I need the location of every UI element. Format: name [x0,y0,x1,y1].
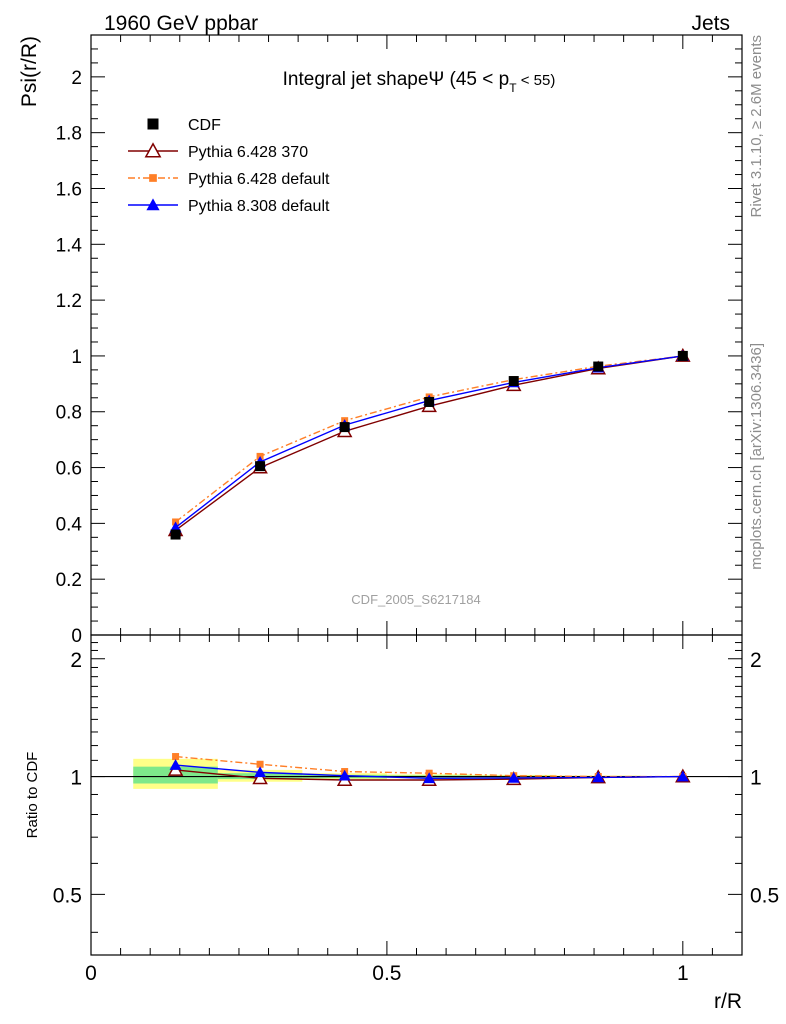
legend-marker [147,118,159,130]
main-series-pythia-8-308-default [169,349,689,533]
main-y-axis-label: Psi(r/R) [18,36,41,107]
main-y-tick-label: 1.2 [56,291,82,312]
mcplots-label: mcplots.cern.ch [arXiv:1306.3436] [748,343,765,570]
header-process: Jets [691,12,730,35]
x-tick-label: 1 [677,962,689,985]
ratio-point-pythia-6-428-default [172,753,180,761]
ratio-y-tick-label: 0.5 [53,884,82,907]
x-axis-label: r/R [714,990,742,1013]
ratio-point-pythia-8-308-default [423,772,436,784]
legend-label: Pythia 6.428 370 [188,144,308,161]
main-y-tick-label: 0 [71,626,82,647]
main-y-tick-label: 0.2 [56,570,82,591]
main-line-pythia-6-428-370 [175,355,683,531]
main-y-tick-label: 1.6 [56,179,82,200]
main-y-tick-label: 0.8 [56,403,82,424]
ratio-point-pythia-8-308-default [338,769,351,781]
ratio-point-pythia-8-308-default [592,771,605,783]
ratio-y-tick-label-right: 0.5 [750,884,779,907]
ratio-plot-area: 0.5 0.5 1 1 2 2 0 0.5 1 [53,635,779,985]
legend-entry-pythia-6-428-default: Pythia 6.428 default [128,171,330,188]
main-y-tick-label: 1 [71,347,82,368]
ratio-frame [90,634,743,956]
legend-label: Pythia 8.308 default [188,198,330,215]
legend-marker [149,174,157,182]
main-point-cdf [593,361,604,372]
ratio-y-axis-label: Ratio to CDF [24,752,41,839]
main-y-tick-label: 1.4 [56,235,83,256]
main-point-cdf [255,461,266,472]
main-y-tick-label: 2 [71,68,82,89]
legend-marker [144,142,162,158]
main-plot-area: 0 0.2 0.4 0.6 0.8 1 1.2 1.4 1.6 1.8 2 [56,35,743,647]
legend-label: Pythia 6.428 default [188,171,330,188]
header-energy: 1960 GeV ppbar [104,12,258,35]
legend-entry-pythia-6-428-370: Pythia 6.428 370 [128,142,308,161]
rivet-version-label: Rivet 3.1.10, ≥ 2.6M events [748,35,765,218]
ratio-y-tick-label: 1 [70,767,82,790]
main-panel: 0 0.2 0.4 0.6 0.8 1 1.2 1.4 1.6 1.8 2 Integral jet… [18,34,743,647]
main-point-cdf [170,529,181,540]
ratio-point-pythia-6-428-370 [252,770,268,785]
ratio-point-pythia-8-308-default [254,766,267,778]
main-series-pythia-6-428-370 [167,347,691,537]
main-y-tick-label: 0.6 [56,459,82,480]
ratio-panel: 0.5 0.5 1 1 2 2 0 0.5 1 Ratio to CDF r/R [24,634,779,1013]
main-y-tick-label: 1.8 [56,124,82,145]
ratio-y-tick-label: 2 [70,649,82,672]
ratio-y-tick-label-right: 1 [750,767,762,790]
legend-entry-pythia-8-308-default: Pythia 8.308 default [128,198,330,215]
analysis-watermark: CDF_2005_S6217184 [351,592,480,607]
ratio-y-tick-label-right: 2 [750,649,762,672]
ratio-point-pythia-6-428-default [256,760,264,768]
main-line-pythia-6-428-default [175,355,683,523]
legend-label: CDF [188,117,221,134]
main-series-pythia-6-428-default [172,352,687,526]
ratio-point-pythia-8-308-default [169,759,182,770]
main-point-cdf [508,376,519,387]
legend: CDF Pythia 6.428 370 Pythia 6.428 default P… [128,117,330,215]
x-tick-label: 0.5 [372,962,401,985]
main-point-cdf [339,422,350,433]
ratio-point-pythia-8-308-default [507,771,520,783]
main-title: Integral jet shapeΨ (45 < pT < 55) [283,69,556,95]
main-line-pythia-8-308-default [175,355,683,529]
x-tick-label: 0 [85,962,97,985]
ratio-point-pythia-8-308-default [676,770,689,782]
main-series-cdf [170,350,688,540]
main-point-cdf [424,396,435,407]
legend-marker [146,198,160,211]
main-point-cdf [677,350,688,361]
ratio-series-pythia-8-308-default [169,759,689,784]
legend-entry-cdf: CDF [147,117,221,134]
main-y-tick-label: 0.4 [56,514,83,535]
